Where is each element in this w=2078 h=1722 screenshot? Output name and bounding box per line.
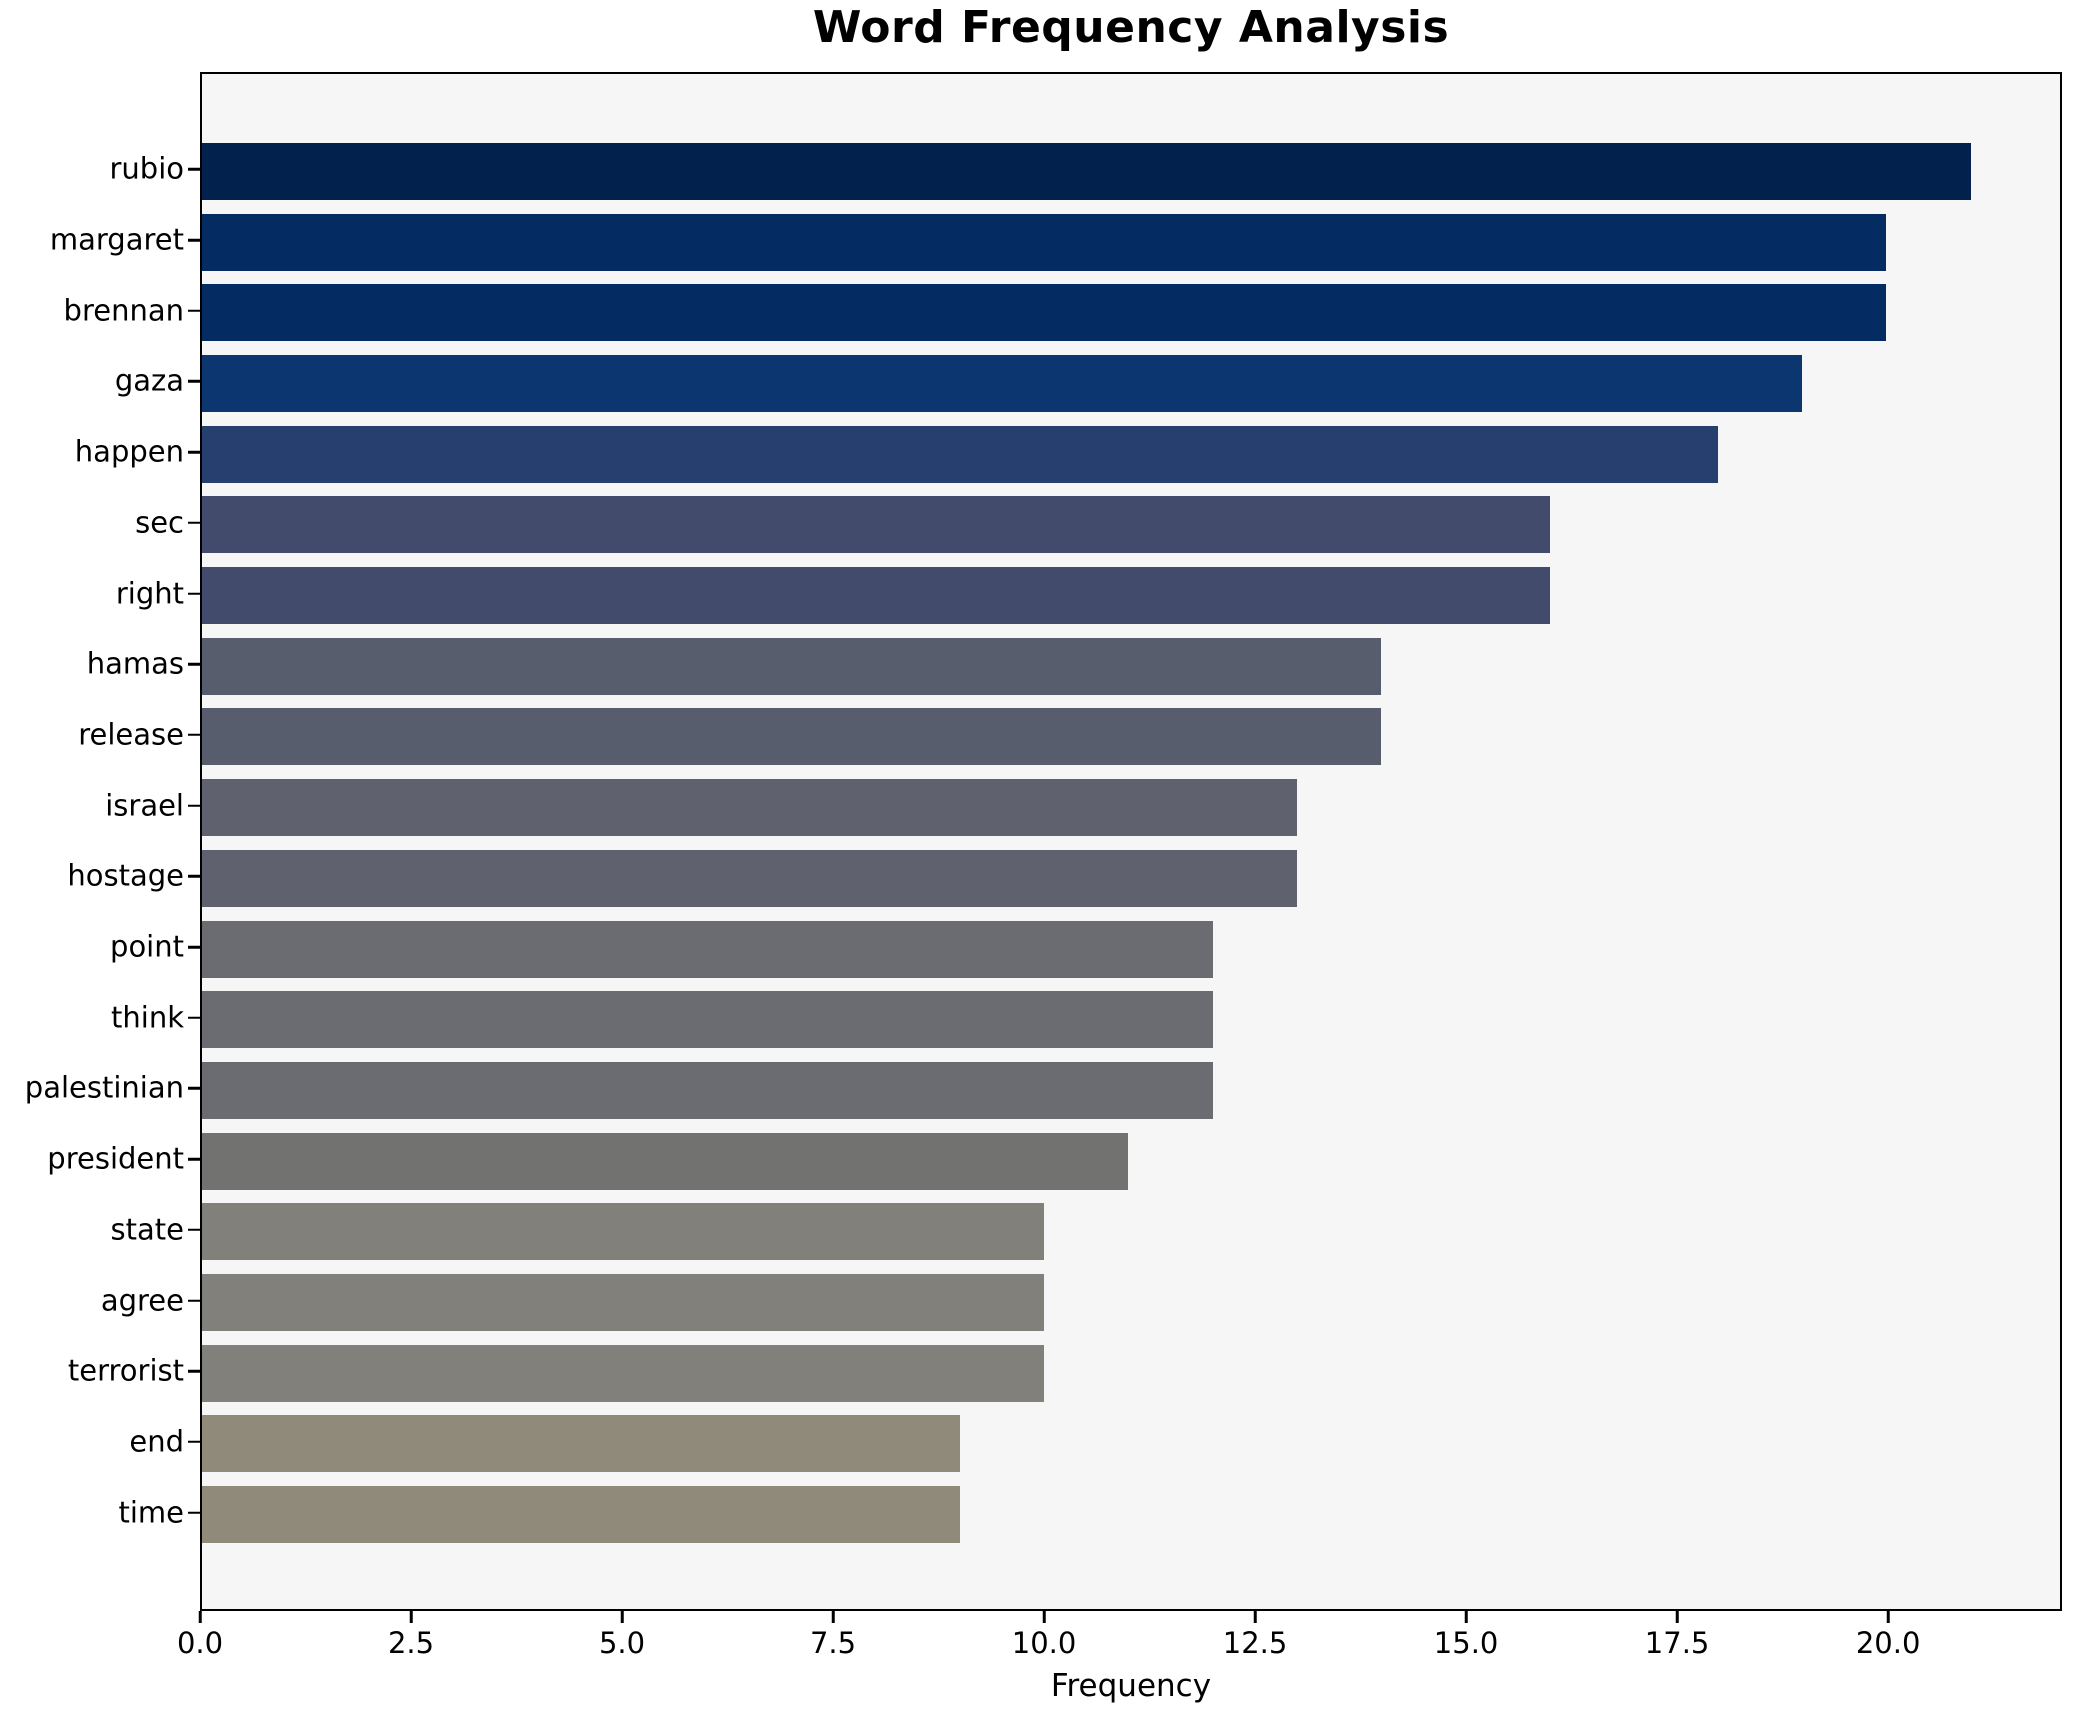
y-tick-mark-terrorist bbox=[188, 1370, 200, 1373]
y-tick-mark-release bbox=[188, 733, 200, 737]
y-tick-mark-israel bbox=[188, 804, 200, 807]
x-tick-label-2.5: 2.5 bbox=[387, 1626, 435, 1660]
x-tick-mark-0.0 bbox=[198, 1611, 202, 1623]
y-tick-mark-rubio bbox=[188, 168, 200, 171]
bar-agree bbox=[202, 1274, 1045, 1332]
x-tick-label-15.0: 15.0 bbox=[1433, 1626, 1499, 1660]
x-tick-mark-7.5 bbox=[831, 1611, 835, 1623]
x-tick-mark-2.5 bbox=[409, 1611, 413, 1623]
bar-margaret bbox=[202, 213, 1887, 271]
bar-state bbox=[202, 1203, 1045, 1261]
y-tick-label-right: right bbox=[115, 576, 184, 611]
x-tick-mark-10.0 bbox=[1042, 1611, 1046, 1623]
y-tick-label-president: president bbox=[47, 1141, 184, 1176]
y-tick-label-hamas: hamas bbox=[86, 646, 184, 681]
y-tick-label-state: state bbox=[110, 1212, 184, 1247]
x-tick-label-0.0: 0.0 bbox=[176, 1626, 224, 1660]
y-tick-label-release: release bbox=[78, 717, 184, 752]
x-tick-mark-20.0 bbox=[1886, 1611, 1890, 1623]
y-tick-label-think: think bbox=[111, 1000, 184, 1035]
y-tick-mark-president bbox=[188, 1157, 200, 1161]
bar-rubio bbox=[202, 142, 1971, 200]
y-tick-label-end: end bbox=[129, 1424, 184, 1459]
y-tick-label-happen: happen bbox=[74, 434, 184, 469]
bar-right bbox=[202, 567, 1550, 625]
y-tick-label-agree: agree bbox=[100, 1283, 184, 1318]
bar-point bbox=[202, 920, 1213, 978]
y-tick-mark-hamas bbox=[188, 663, 200, 666]
y-tick-mark-right bbox=[188, 592, 200, 595]
y-tick-label-israel: israel bbox=[105, 788, 184, 823]
x-tick-label-17.5: 17.5 bbox=[1644, 1626, 1710, 1660]
y-tick-label-rubio: rubio bbox=[109, 151, 184, 186]
x-tick-mark-12.5 bbox=[1253, 1611, 1257, 1623]
bar-gaza bbox=[202, 354, 1803, 412]
y-tick-mark-happen bbox=[188, 450, 200, 454]
y-tick-label-brennan: brennan bbox=[63, 293, 184, 328]
x-tick-label-12.5: 12.5 bbox=[1222, 1626, 1288, 1660]
bar-sec bbox=[202, 496, 1550, 554]
bar-israel bbox=[202, 779, 1297, 837]
bar-brennan bbox=[202, 284, 1887, 342]
y-tick-mark-state bbox=[188, 1228, 200, 1232]
y-tick-mark-palestinian bbox=[188, 1087, 200, 1090]
x-tick-label-5.0: 5.0 bbox=[598, 1626, 646, 1660]
x-tick-label-20.0: 20.0 bbox=[1855, 1626, 1921, 1660]
bar-president bbox=[202, 1132, 1129, 1190]
x-tick-mark-17.5 bbox=[1675, 1611, 1679, 1623]
y-tick-mark-margaret bbox=[188, 238, 200, 242]
y-tick-mark-gaza bbox=[188, 380, 200, 383]
y-tick-mark-end bbox=[188, 1440, 200, 1444]
x-tick-mark-5.0 bbox=[620, 1611, 624, 1623]
bar-palestinian bbox=[202, 1061, 1213, 1119]
y-tick-mark-brennan bbox=[188, 309, 200, 312]
y-tick-label-terrorist: terrorist bbox=[67, 1353, 184, 1388]
y-tick-mark-think bbox=[188, 1016, 200, 1019]
x-tick-label-10.0: 10.0 bbox=[1011, 1626, 1077, 1660]
y-tick-mark-time bbox=[188, 1511, 200, 1514]
y-tick-label-palestinian: palestinian bbox=[24, 1070, 184, 1105]
plot-area bbox=[200, 72, 2062, 1611]
y-tick-label-margaret: margaret bbox=[49, 222, 184, 257]
bar-time bbox=[202, 1486, 961, 1544]
y-tick-label-sec: sec bbox=[135, 505, 184, 540]
bar-hamas bbox=[202, 637, 1382, 695]
bar-end bbox=[202, 1415, 961, 1473]
x-tick-label-7.5: 7.5 bbox=[809, 1626, 857, 1660]
y-tick-label-point: point bbox=[110, 929, 184, 964]
y-tick-mark-point bbox=[188, 945, 200, 949]
bar-terrorist bbox=[202, 1344, 1045, 1402]
y-tick-label-hostage: hostage bbox=[67, 858, 184, 893]
bar-release bbox=[202, 708, 1382, 766]
y-tick-mark-hostage bbox=[188, 875, 200, 878]
bar-think bbox=[202, 991, 1213, 1049]
y-tick-label-gaza: gaza bbox=[114, 363, 184, 398]
bar-hostage bbox=[202, 849, 1297, 907]
y-tick-mark-sec bbox=[188, 521, 200, 525]
y-tick-label-time: time bbox=[118, 1495, 184, 1530]
x-axis-title: Frequency bbox=[1050, 1668, 1212, 1704]
bar-happen bbox=[202, 425, 1719, 483]
chart-title: Word Frequency Analysis bbox=[812, 2, 1450, 53]
y-tick-mark-agree bbox=[188, 1299, 200, 1302]
x-tick-mark-15.0 bbox=[1464, 1611, 1468, 1623]
